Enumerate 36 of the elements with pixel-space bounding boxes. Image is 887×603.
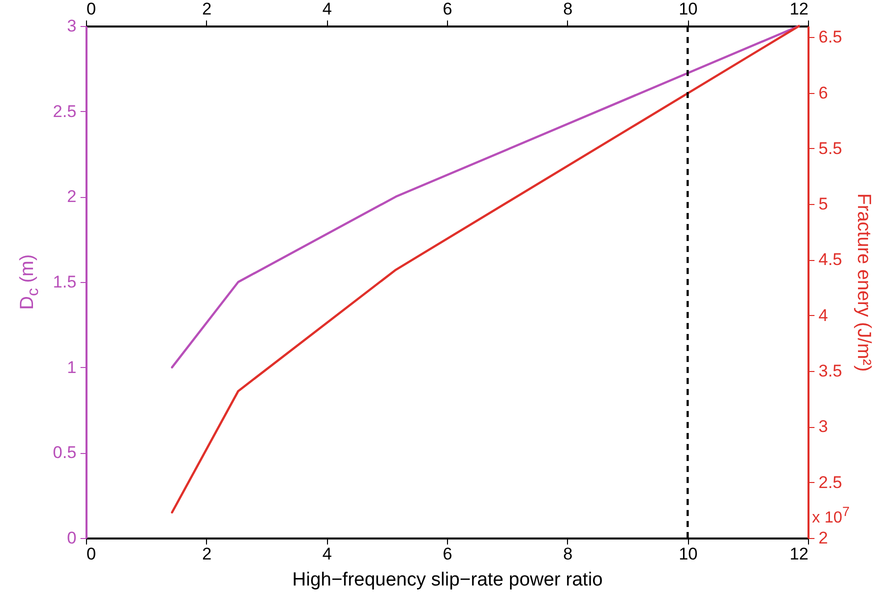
x2-tick-label: 0: [86, 0, 96, 18]
y-tick-label: 2.5: [52, 102, 76, 121]
x-tick-label: 2: [202, 544, 212, 564]
y-tick-label: 0.5: [52, 443, 76, 462]
x2-tick-label: 6: [442, 0, 452, 18]
y2-tick-label: 3.5: [818, 362, 842, 381]
y2-tick-label: 6: [818, 83, 828, 102]
y-tick-label: 1: [67, 358, 76, 377]
y2-tick-label: 2.5: [818, 472, 842, 492]
x2-tick-label: 4: [322, 0, 332, 18]
x2-tick-label: 10: [678, 0, 698, 18]
y-tick-label: 2: [67, 187, 76, 206]
x-tick-label: 4: [322, 544, 332, 564]
y2-tick-label: 6.5: [818, 28, 842, 47]
y2-tick-label: 5.5: [818, 138, 842, 158]
x-tick-label: 8: [563, 544, 573, 564]
y2-tick-label: 4: [818, 306, 828, 325]
y2-tick-label: 5: [818, 194, 828, 214]
x-axis-title: High−frequency slip−rate power ratio: [292, 570, 603, 590]
x-tick-label: 6: [442, 544, 452, 564]
x2-tick-label: 12: [790, 0, 808, 18]
x-tick-label: 0: [86, 544, 96, 564]
x-tick-label: 12: [790, 544, 808, 564]
x2-tick-label: 8: [563, 0, 573, 18]
y-tick-label: 3: [67, 16, 76, 36]
y2-axis-title: Fracture enery (J/m²): [853, 193, 874, 372]
y2-tick-label: 2: [818, 528, 828, 548]
y-tick-label: 0: [67, 528, 76, 548]
text: x 10$^{7}$: [812, 504, 850, 528]
y-tick-label: 1.5: [52, 272, 76, 292]
x2-tick-label: 2: [202, 0, 212, 18]
y2-tick-label: 3: [818, 417, 828, 436]
x-tick-label: 10: [678, 544, 698, 564]
y2-tick-label: 4.5: [818, 250, 842, 270]
line-series: [170, 24, 800, 368]
line-series: [170, 24, 800, 514]
